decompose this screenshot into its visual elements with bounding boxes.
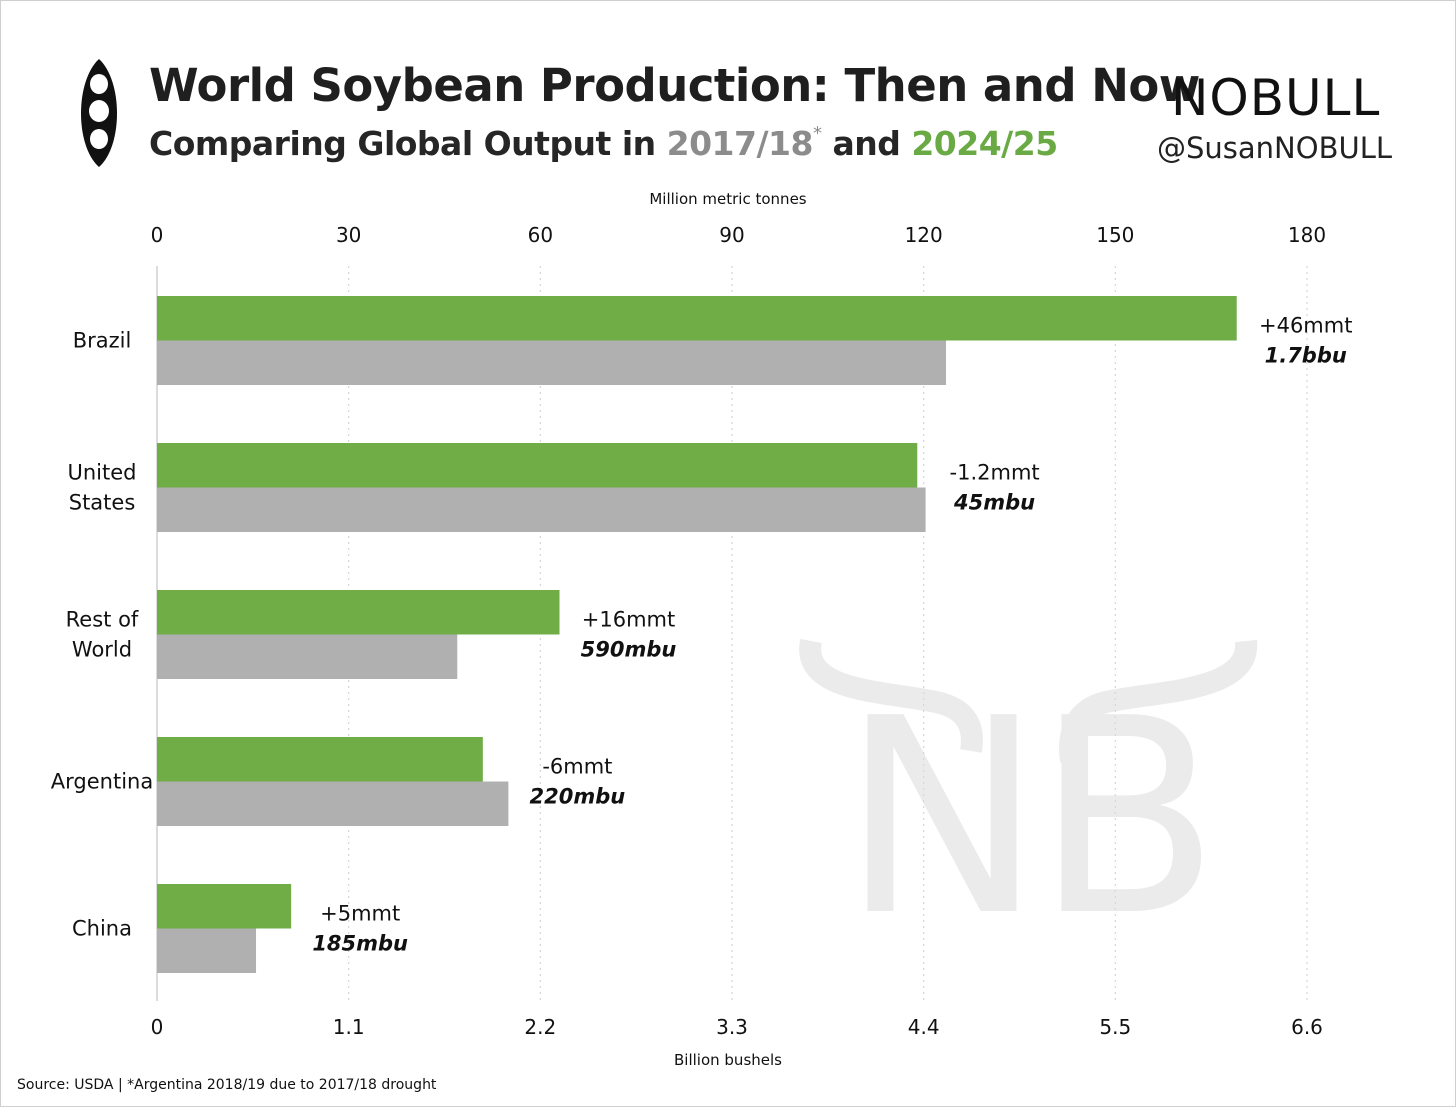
bar-2024-25	[157, 590, 560, 635]
category-label: Argentina	[51, 770, 153, 794]
subtitle-year-new: 2024/25	[911, 124, 1058, 163]
chart-subtitle: Comparing Global Output in 2017/18* and …	[149, 123, 1058, 163]
bars	[157, 296, 1237, 973]
source-note: Source: USDA | *Argentina 2018/19 due to…	[17, 1077, 437, 1093]
bar-2024-25	[157, 737, 483, 782]
category-labels: Brazil United States Rest of World Argentina C…	[51, 329, 153, 941]
bottom-axis-label: Billion bushels	[674, 1051, 782, 1069]
subtitle-asterisk: *	[812, 123, 822, 144]
bar-2017-18	[157, 340, 947, 385]
bar-2017-18	[157, 781, 509, 826]
top-tick-label: 90	[719, 223, 744, 247]
change-annotation: +16mmt	[582, 608, 675, 632]
category-label: United	[68, 461, 137, 485]
annotations: +46mmt 1.7bbu -1.2mmt 45mbu +16mmt 590mbu -6mm…	[312, 314, 1352, 956]
category-label: World	[72, 638, 132, 662]
bushels-annotation: 185mbu	[312, 932, 408, 956]
watermark-horn-right	[1059, 639, 1258, 763]
bottom-tick-label: 4.4	[908, 1015, 940, 1039]
watermark: NB	[799, 638, 1258, 975]
category-label: China	[72, 917, 132, 941]
category-label: Rest of	[66, 608, 139, 632]
bushels-annotation: 1.7bbu	[1265, 344, 1347, 368]
chart-title: World Soybean Production: Then and Now	[149, 59, 1200, 112]
soybean-pod-icon	[81, 59, 117, 167]
bottom-tick-label: 2.2	[524, 1015, 556, 1039]
bottom-tick-label: 6.6	[1291, 1015, 1323, 1039]
brand-logo: NOBULL	[1171, 69, 1381, 127]
bar-2024-25	[157, 443, 918, 488]
bar-2017-18	[157, 634, 458, 679]
bottom-tick-label: 5.5	[1099, 1015, 1131, 1039]
category-label: Brazil	[73, 329, 132, 353]
brand-handle: @SusanNOBULL	[1157, 131, 1393, 165]
bar-2017-18	[157, 928, 257, 973]
top-tick-label: 150	[1096, 223, 1134, 247]
bushels-annotation: 590mbu	[581, 638, 677, 662]
top-tick-label: 180	[1288, 223, 1326, 247]
watermark-horn-left	[799, 638, 983, 753]
top-axis-label: Million metric tonnes	[649, 190, 806, 208]
watermark-text: NB	[841, 660, 1212, 975]
change-annotation: +5mmt	[320, 902, 400, 926]
top-tick-label: 0	[151, 223, 164, 247]
bottom-tick-label: 0	[151, 1015, 164, 1039]
change-annotation: -6mmt	[542, 755, 612, 779]
bar-2024-25	[157, 296, 1237, 341]
top-tick-label: 60	[528, 223, 553, 247]
bottom-tick-label: 1.1	[333, 1015, 365, 1039]
bar-2017-18	[157, 487, 926, 532]
change-annotation: -1.2mmt	[950, 461, 1040, 485]
bottom-axis: 0 1.1 2.2 3.3 4.4 5.5 6.6 Billion bushels	[151, 1015, 1323, 1069]
bushels-annotation: 220mbu	[530, 785, 626, 809]
bottom-tick-label: 3.3	[716, 1015, 748, 1039]
subtitle-year-old: 2017/18	[666, 124, 814, 163]
subtitle-and: and	[821, 124, 912, 163]
top-tick-label: 120	[905, 223, 943, 247]
top-tick-label: 30	[336, 223, 361, 247]
bar-2024-25	[157, 884, 292, 929]
category-label: States	[69, 491, 136, 515]
top-axis: 0 30 60 90 120 150 180 Million metric tonnes	[151, 190, 1326, 247]
change-annotation: +46mmt	[1259, 314, 1352, 338]
bushels-annotation: 45mbu	[953, 491, 1035, 515]
subtitle-prefix: Comparing Global Output in	[149, 124, 667, 163]
